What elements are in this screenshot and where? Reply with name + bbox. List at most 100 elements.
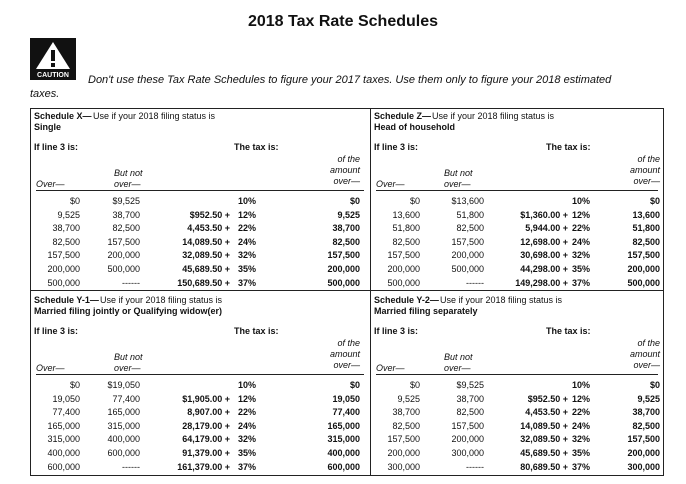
header-rule (36, 190, 364, 191)
tax-base: 149,298.00 + (515, 277, 568, 288)
of-amount-header: amount (629, 165, 660, 175)
over: 157,500 (47, 250, 80, 261)
tax-base: $952.50 + (527, 393, 568, 404)
of-amount-header: of the (637, 154, 660, 164)
tax-is: The tax is: (234, 326, 279, 336)
but-not: 200,000 (451, 250, 484, 261)
but-not: 82,500 (456, 223, 484, 234)
rate: 12% (237, 393, 256, 404)
of-amount-header: over— (333, 360, 360, 370)
amount-over: 200,000 (627, 264, 660, 274)
amount-over: 600,000 (327, 461, 360, 472)
over: 38,700 (392, 407, 420, 418)
amount-over: 9,525 (337, 209, 360, 220)
amount-over: 300,000 (627, 461, 660, 472)
over: 500,000 (387, 277, 420, 288)
of-amount-header: of the (337, 154, 360, 164)
but-not: $13,600 (451, 196, 484, 206)
rate: 24% (237, 236, 256, 247)
tax-base: 64,179.00 + (182, 434, 230, 445)
of-amount-header: amount (329, 349, 360, 359)
over: $0 (69, 380, 80, 390)
but-not: $9,525 (456, 380, 484, 390)
tax-base: 8,907.00 + (187, 407, 230, 418)
over: 200,000 (387, 264, 420, 274)
of-amount-header: of the (637, 338, 660, 348)
over: 51,800 (392, 223, 420, 234)
of-amount-header: of the (337, 338, 360, 348)
rate: 35% (571, 448, 590, 458)
amount-over: $0 (349, 380, 360, 390)
amount-over: 400,000 (327, 448, 360, 458)
over: 165,000 (47, 420, 80, 431)
over: 77,400 (52, 407, 80, 418)
amount-over: 500,000 (327, 277, 360, 288)
schedule-heading: Use if your 2018 filing status is (440, 295, 563, 305)
rate: 22% (237, 223, 256, 234)
caution-text: Don't use these Tax Rate Schedules to fi… (88, 74, 612, 86)
amount-over: 38,700 (632, 407, 660, 418)
over: 82,500 (52, 236, 80, 247)
but-not: 200,000 (107, 250, 140, 261)
schedule-heading: Use if your 2018 filing status is (432, 111, 555, 121)
over: 400,000 (47, 448, 80, 458)
tax-is: The tax is: (234, 142, 279, 152)
title: 2018 Tax Rate Schedules (247, 13, 439, 30)
header-rule (36, 374, 364, 375)
tax-base: 30,698.00 + (520, 250, 568, 261)
but-not: ------ (122, 461, 140, 472)
tax-base: 14,089.50 + (182, 236, 230, 247)
tax-base: 150,689.50 + (177, 277, 230, 288)
tax-base: 32,089.50 + (520, 434, 568, 445)
over: 600,000 (47, 461, 80, 472)
but-not-header: But not (114, 168, 143, 178)
schedule-label: Schedule Z— (374, 111, 432, 121)
amount-over: 82,500 (632, 420, 660, 431)
but-not-header: over— (444, 179, 471, 189)
amount-over: 51,800 (632, 223, 660, 234)
caution-label: CAUTION (37, 72, 69, 79)
rate: 24% (237, 420, 256, 431)
over: 315,000 (47, 434, 80, 445)
but-not: 165,000 (107, 407, 140, 418)
amount-over: 157,500 (627, 434, 660, 445)
rate: 10% (237, 380, 256, 390)
amount-over: 157,500 (327, 250, 360, 261)
but-not: ------ (466, 277, 484, 288)
if-line: If line 3 is: (374, 326, 419, 336)
tax-base: 12,698.00 + (520, 236, 568, 247)
if-line: If line 3 is: (34, 142, 79, 152)
but-not: 500,000 (451, 264, 484, 274)
rate: 12% (237, 209, 256, 220)
amount-over: 13,600 (632, 209, 660, 220)
tax-base: 4,453.50 + (525, 407, 568, 418)
amount-over: 82,500 (332, 236, 360, 247)
tax-base: 44,298.00 + (520, 264, 568, 274)
tax-base: 91,379.00 + (182, 448, 230, 458)
amount-over: $0 (349, 196, 360, 206)
over-header: Over— (36, 179, 65, 189)
amount-over: 9,525 (637, 393, 660, 404)
schedules-frame (30, 108, 664, 476)
tax-base: $1,360.00 + (520, 209, 568, 220)
but-not-header: over— (444, 363, 471, 373)
rate: 12% (571, 209, 590, 220)
amount-over: 165,000 (327, 420, 360, 431)
tax-base: 5,944.00 + (525, 223, 568, 234)
over: 82,500 (392, 420, 420, 431)
but-not: 500,000 (107, 264, 140, 274)
rate: 10% (237, 196, 256, 206)
amount-over: $0 (649, 196, 660, 206)
over-header: Over— (36, 363, 65, 373)
rate: 32% (571, 434, 590, 445)
schedule-label: Schedule Y-2— (374, 295, 439, 305)
horizontal-divider (30, 290, 663, 291)
but-not: 157,500 (451, 236, 484, 247)
header-rule (376, 190, 658, 191)
but-not: 600,000 (107, 448, 140, 458)
over: 500,000 (47, 277, 80, 288)
but-not: 38,700 (456, 393, 484, 404)
amount-over: 82,500 (632, 236, 660, 247)
but-not: 38,700 (112, 209, 140, 220)
